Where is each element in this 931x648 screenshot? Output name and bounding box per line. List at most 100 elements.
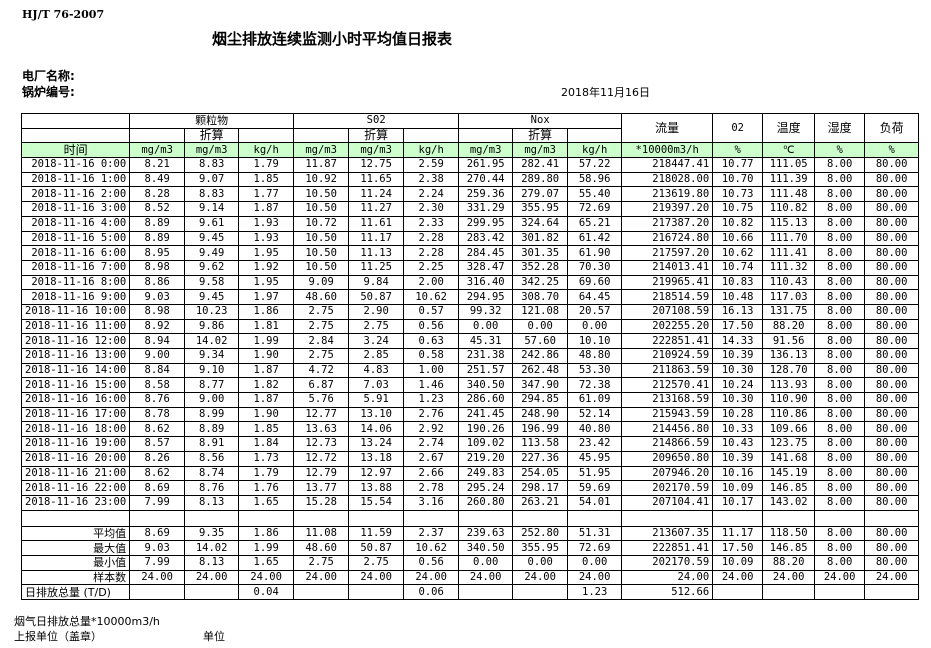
value-cell: 109.02: [458, 436, 514, 452]
time-cell: 2018-11-16 22:00: [20, 480, 131, 496]
time-cell: 2018-11-16 9:00: [20, 289, 131, 305]
value-cell: 72.69: [567, 540, 623, 556]
value-cell: 231.38: [458, 348, 514, 364]
value-cell: 10.39: [712, 450, 764, 467]
standard-code: HJ/T 76-2007: [22, 8, 105, 21]
value-cell: 1.00: [403, 362, 460, 379]
value-cell: 5.76: [293, 392, 350, 408]
value-cell: 0.56: [403, 554, 460, 571]
data-row: 2018-11-16 19:00 8.57 8.91 1.84 12.73 13.24 2.…: [20, 436, 920, 452]
value-cell: 2.00: [403, 274, 460, 291]
value-cell: 2.85: [348, 348, 405, 364]
value-cell: 128.70: [762, 362, 816, 379]
data-row: 2018-11-16 3:00 8.52 9.14 1.87 10.50 11.27 2.3…: [20, 201, 920, 217]
data-row: 2018-11-16 23:00 7.99 8.13 1.65 15.28 15.54 3.…: [20, 494, 920, 511]
value-cell: 0.00: [512, 318, 569, 335]
empty-cell: [20, 509, 131, 527]
value-cell: 1.87: [238, 392, 295, 408]
value-cell: 117.03: [762, 289, 816, 305]
value-cell: 24.00: [712, 569, 764, 586]
value-cell: 146.85: [762, 540, 816, 556]
value-cell: 222851.41: [621, 333, 714, 349]
value-cell: 80.00: [864, 274, 920, 291]
value-cell: 2.75: [293, 348, 350, 364]
value-cell: 328.47: [458, 259, 514, 276]
value-cell: 80.00: [864, 171, 920, 188]
value-cell: 8.00: [814, 377, 866, 394]
value-cell: 8.00: [814, 480, 866, 496]
value-cell: 0.57: [403, 303, 460, 320]
value-cell: 1.46: [403, 377, 460, 394]
empty-cell: [184, 509, 240, 527]
value-cell: 8.95: [129, 245, 186, 261]
value-cell: 10.28: [712, 406, 764, 423]
time-cell: 2018-11-16 16:00: [20, 392, 131, 408]
value-cell: 8.91: [184, 436, 240, 452]
value-cell: 279.07: [512, 186, 569, 203]
time-cell: 2018-11-16 20:00: [20, 450, 131, 467]
header-temperature: 温度: [762, 112, 816, 144]
value-cell: 324.64: [512, 215, 569, 232]
unit-cell: mg/m3: [512, 142, 569, 159]
value-cell: 213607.35: [621, 525, 714, 542]
value-cell: 24.00: [403, 569, 460, 586]
unit-cell: mg/m3: [129, 142, 186, 159]
data-row: 2018-11-16 16:00 8.76 9.00 1.87 5.76 5.91 1.23…: [20, 392, 920, 408]
unit-cell: mg/m3: [293, 142, 350, 159]
value-cell: 8.89: [184, 421, 240, 438]
value-cell: 10.30: [712, 362, 764, 379]
value-cell: 13.63: [293, 421, 350, 438]
time-cell: 2018-11-16 2:00: [20, 186, 131, 203]
report-table: 颗粒物 S02 Nox 流量 02 温度 湿度 负荷 折算 折算 折算 时间 m…: [20, 112, 920, 600]
stats-row: 平均值 8.69 9.35 1.86 11.08 11.59 2.37 239.63 252.8…: [20, 525, 920, 542]
value-cell: 10.33: [712, 421, 764, 438]
value-cell: 8.13: [184, 554, 240, 571]
value-cell: 58.96: [567, 171, 623, 188]
value-cell: 20.57: [567, 303, 623, 320]
data-row: 2018-11-16 22:00 8.69 8.76 1.76 13.77 13.88 2.…: [20, 480, 920, 496]
value-cell: 2.75: [293, 318, 350, 335]
flue-gas-total-label: 烟气日排放总量*10000m3/h: [14, 615, 160, 628]
header-load: 负荷: [864, 112, 920, 144]
value-cell: 72.69: [567, 201, 623, 217]
value-cell: 263.21: [512, 494, 569, 511]
value-cell: 8.94: [129, 333, 186, 349]
value-cell: 57.22: [567, 157, 623, 173]
value-cell: 8.98: [129, 259, 186, 276]
value-cell: 10.30: [712, 392, 764, 408]
value-cell: 80.00: [864, 245, 920, 261]
value-cell: 2.75: [293, 554, 350, 571]
value-cell: 52.14: [567, 406, 623, 423]
value-cell: 8.00: [814, 554, 866, 571]
value-cell: 11.25: [348, 259, 405, 276]
value-cell: 217597.20: [621, 245, 714, 261]
value-cell: 11.17: [712, 525, 764, 542]
time-cell: 2018-11-16 6:00: [20, 245, 131, 261]
value-cell: 10.70: [712, 171, 764, 188]
value-cell: 136.13: [762, 348, 816, 364]
value-cell: 8.83: [184, 186, 240, 203]
value-cell: 1.81: [238, 318, 295, 335]
value-cell: 331.29: [458, 201, 514, 217]
unit-cell: %: [712, 142, 764, 159]
header-blank: [20, 113, 131, 129]
value-cell: 10.50: [293, 259, 350, 276]
value-cell: 80.00: [864, 525, 920, 542]
value-cell: 202170.59: [621, 480, 714, 496]
value-cell: 80.00: [864, 436, 920, 452]
value-cell: 8.13: [184, 494, 240, 511]
value-cell: 8.00: [814, 318, 866, 335]
value-cell: 1.92: [238, 259, 295, 276]
value-cell: 2.78: [403, 480, 460, 496]
value-cell: 1.90: [238, 406, 295, 423]
value-cell: 0.56: [403, 318, 460, 335]
value-cell: 80.00: [864, 318, 920, 335]
value-cell: 80.00: [864, 494, 920, 511]
unit-cell: %: [864, 142, 920, 159]
blank-row: [20, 509, 920, 527]
value-cell: 2.38: [403, 171, 460, 188]
value-cell: 10.74: [712, 259, 764, 276]
value-cell: 2.33: [403, 215, 460, 232]
value-cell: 8.74: [184, 465, 240, 482]
value-cell: 80.00: [864, 303, 920, 320]
